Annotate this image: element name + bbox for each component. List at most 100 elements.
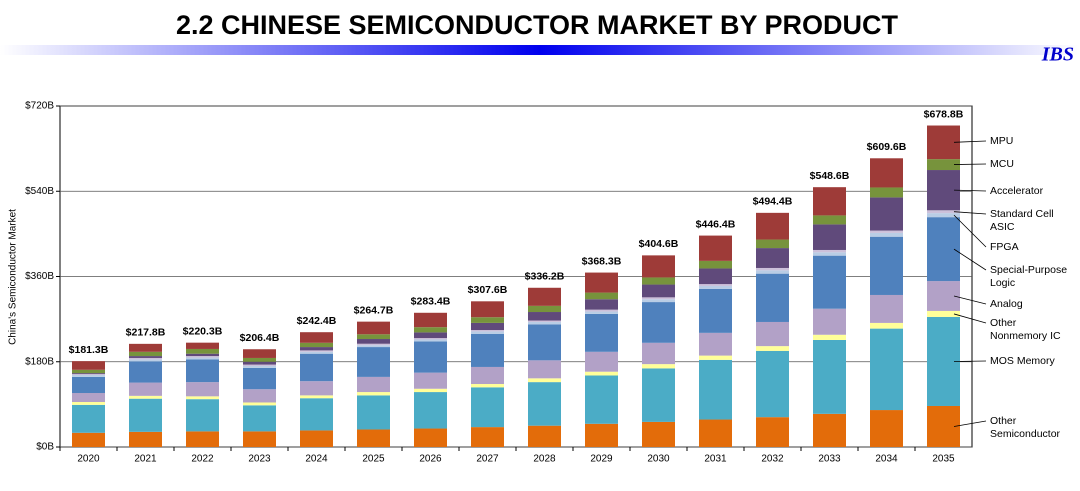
bar-segment bbox=[870, 237, 903, 295]
bar-segment bbox=[414, 392, 447, 428]
bar-segment bbox=[699, 289, 732, 333]
bar-segment bbox=[642, 422, 675, 447]
y-tick-label: $0B bbox=[36, 442, 54, 453]
bar-segment bbox=[414, 327, 447, 332]
bar-segment bbox=[585, 424, 618, 447]
bar-segment bbox=[186, 396, 219, 399]
bar-segment bbox=[243, 389, 276, 402]
bar-segment bbox=[129, 359, 162, 361]
bar-segment bbox=[471, 330, 504, 331]
total-label: $494.4B bbox=[753, 196, 793, 208]
bar-segment bbox=[756, 274, 789, 322]
bar-segment bbox=[642, 255, 675, 277]
total-label: $446.4B bbox=[696, 218, 736, 230]
bar-segment bbox=[300, 343, 333, 347]
legend-label: MCU bbox=[990, 158, 1014, 170]
bar-segment bbox=[870, 233, 903, 237]
total-label: $336.2B bbox=[525, 271, 565, 283]
total-label: $307.6B bbox=[468, 284, 508, 296]
bar-segment bbox=[414, 389, 447, 392]
bar-segment bbox=[300, 398, 333, 430]
bar-segment bbox=[528, 322, 561, 324]
bar-segment bbox=[243, 368, 276, 389]
bar-segment bbox=[243, 402, 276, 405]
bar-segment bbox=[870, 158, 903, 187]
bar-segment bbox=[528, 360, 561, 378]
x-tick-label: 2025 bbox=[362, 454, 385, 465]
bar-segment bbox=[357, 429, 390, 447]
bar-segment bbox=[300, 332, 333, 343]
bar-segment bbox=[357, 345, 390, 347]
y-axis-label: China's Semiconductor Market bbox=[8, 209, 19, 345]
legend-label: Standard Cell ASIC bbox=[990, 208, 1057, 233]
bar-segment bbox=[129, 361, 162, 382]
bar-segment bbox=[471, 331, 504, 333]
bar-segment bbox=[813, 414, 846, 447]
bar-segment bbox=[300, 395, 333, 398]
x-tick-label: 2027 bbox=[476, 454, 499, 465]
header-band bbox=[0, 45, 1080, 55]
bar-segment bbox=[72, 393, 105, 402]
bar-segment bbox=[756, 248, 789, 268]
bar-segment bbox=[186, 399, 219, 431]
bar-segment bbox=[243, 365, 276, 366]
legend-label: MPU bbox=[990, 135, 1013, 147]
bar-segment bbox=[870, 231, 903, 233]
x-tick-label: 2022 bbox=[191, 454, 214, 465]
x-tick-label: 2024 bbox=[305, 454, 328, 465]
bar-segment bbox=[528, 426, 561, 447]
x-tick-label: 2028 bbox=[533, 454, 556, 465]
total-label: $678.8B bbox=[924, 108, 964, 120]
bar-segment bbox=[756, 346, 789, 351]
bar-segment bbox=[585, 293, 618, 300]
bar-segment bbox=[756, 270, 789, 273]
bar-segment bbox=[870, 197, 903, 230]
y-tick-label: $720B bbox=[25, 101, 54, 112]
bar-segment bbox=[129, 356, 162, 358]
legend-label: Other Semiconductor bbox=[990, 415, 1061, 440]
bar-segment bbox=[870, 295, 903, 323]
bar-segment bbox=[870, 410, 903, 447]
bar-segment bbox=[756, 268, 789, 270]
x-tick-label: 2030 bbox=[647, 454, 670, 465]
bar-segment bbox=[72, 370, 105, 373]
bar-segment bbox=[528, 378, 561, 382]
bar-segment bbox=[756, 417, 789, 447]
bar-segment bbox=[813, 340, 846, 414]
bar-segment bbox=[186, 354, 219, 356]
bar-segment bbox=[72, 377, 105, 393]
bar-segment bbox=[642, 364, 675, 368]
bar-segment bbox=[699, 333, 732, 356]
bar-segment bbox=[300, 381, 333, 395]
bar-segment bbox=[72, 361, 105, 370]
bar-segment bbox=[414, 313, 447, 327]
bar-segment bbox=[642, 302, 675, 343]
bar-segment bbox=[528, 324, 561, 360]
bar-segment bbox=[528, 382, 561, 426]
bar-segment bbox=[243, 362, 276, 365]
bar-segment bbox=[471, 427, 504, 447]
bar-segment bbox=[129, 344, 162, 352]
bar-segment bbox=[528, 312, 561, 321]
total-label: $404.6B bbox=[639, 238, 679, 250]
bar-segment bbox=[414, 341, 447, 372]
legend-label: Analog bbox=[990, 298, 1023, 310]
bar-segment bbox=[699, 261, 732, 269]
bar-segment bbox=[813, 224, 846, 250]
bar-segment bbox=[642, 285, 675, 298]
bar-segment bbox=[585, 312, 618, 314]
bar-segment bbox=[300, 347, 333, 350]
x-tick-label: 2035 bbox=[932, 454, 955, 465]
bar-segment bbox=[414, 373, 447, 389]
bar-segment bbox=[471, 301, 504, 317]
x-tick-label: 2021 bbox=[134, 454, 157, 465]
bar-segment bbox=[642, 343, 675, 364]
total-label: $548.6B bbox=[810, 170, 850, 182]
bar-segment bbox=[129, 383, 162, 396]
bar-segment bbox=[471, 317, 504, 323]
bar-segment bbox=[72, 373, 105, 374]
bar-segment bbox=[528, 321, 561, 322]
bar-segment bbox=[699, 286, 732, 289]
bar-segment bbox=[756, 351, 789, 417]
bar-segment bbox=[756, 322, 789, 346]
